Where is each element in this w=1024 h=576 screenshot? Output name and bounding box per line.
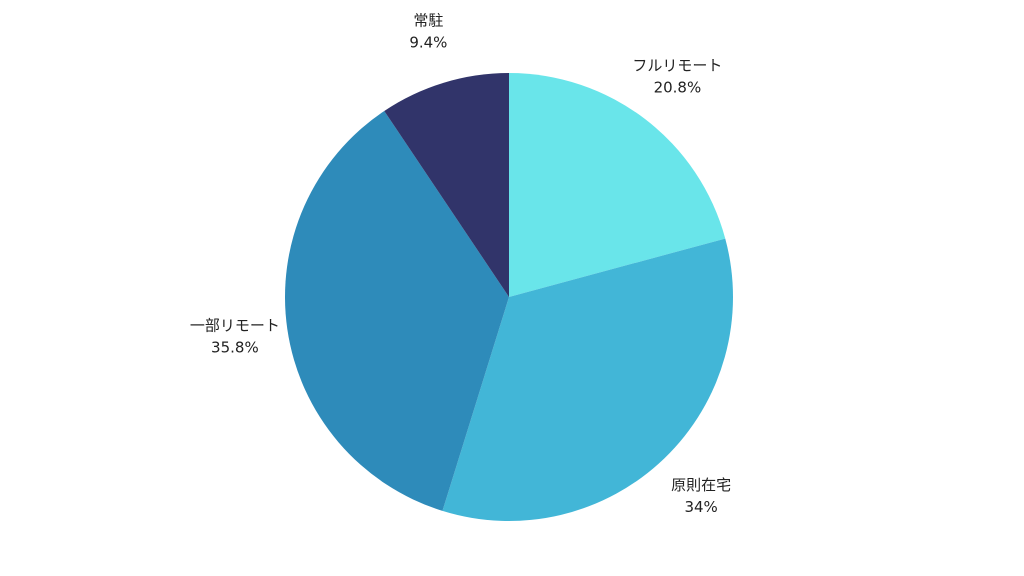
pie-slice <box>384 73 509 297</box>
slice-label: フルリモート <box>632 57 722 75</box>
value-label: 9.4% <box>409 33 447 51</box>
pie-slice <box>509 73 726 297</box>
slice-label: 原則在宅 <box>671 476 731 494</box>
pie-slice <box>285 110 509 511</box>
value-label: 34% <box>684 498 717 516</box>
value-label: 20.8% <box>654 79 702 97</box>
slice-label: 常駐 <box>413 11 443 29</box>
slice-label: 一部リモート <box>190 316 280 334</box>
pie-slice <box>442 238 734 521</box>
value-label: 35.8% <box>211 338 259 356</box>
